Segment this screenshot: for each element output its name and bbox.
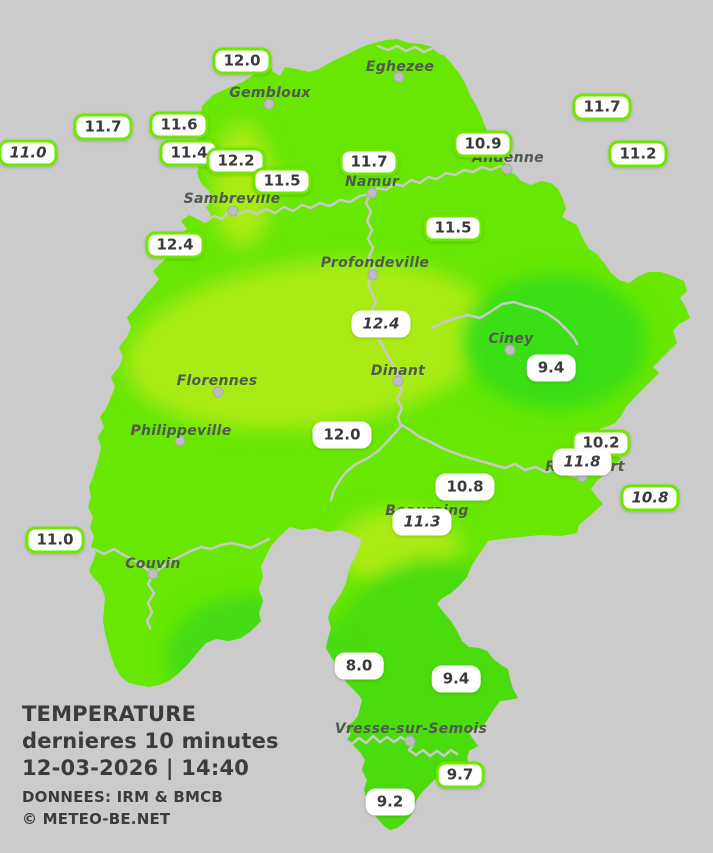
river-eau-noire bbox=[92, 537, 271, 576]
city-dot bbox=[504, 344, 516, 356]
city-dot bbox=[174, 435, 186, 447]
temperature-label: 12.4 bbox=[351, 310, 411, 338]
temperature-label: 11.7 bbox=[339, 148, 399, 176]
city-dot bbox=[501, 163, 513, 175]
city-dot bbox=[404, 735, 416, 747]
city-label: Dinant bbox=[370, 363, 426, 379]
temperature-label: 10.8 bbox=[435, 473, 495, 501]
river-semois bbox=[339, 724, 459, 758]
datetime-label: 12-03-2026 | 14:40 bbox=[22, 756, 250, 780]
temperature-label: 11.2 bbox=[608, 140, 668, 168]
temperature-label: 10.9 bbox=[453, 130, 513, 158]
river-couvin-south bbox=[145, 572, 156, 630]
temperature-label: 9.7 bbox=[435, 761, 485, 789]
temperature-label: 11.7 bbox=[572, 93, 632, 121]
city-label: Profondeville bbox=[320, 255, 430, 271]
subtitle: dernieres 10 minutes bbox=[22, 729, 279, 753]
copyright-label: © METEO-BE.NET bbox=[22, 810, 171, 828]
city-label: Ciney bbox=[488, 331, 534, 347]
temperature-label: 11.5 bbox=[252, 167, 312, 195]
temperature-label: 11.7 bbox=[73, 113, 133, 141]
temperature-label: 12.0 bbox=[312, 421, 372, 449]
river-bocq bbox=[430, 300, 579, 346]
temperature-label: 8.0 bbox=[334, 652, 384, 680]
city-dot bbox=[147, 568, 159, 580]
temperature-label: 9.4 bbox=[526, 354, 576, 382]
city-dots bbox=[147, 71, 588, 747]
city-dot bbox=[367, 269, 379, 281]
temperature-label: 10.8 bbox=[620, 484, 680, 512]
city-label: Gembloux bbox=[229, 85, 311, 101]
data-source-label: DONNEES: IRM & BMCB bbox=[22, 788, 224, 806]
city-dot bbox=[393, 71, 405, 83]
temperature-label: 11.0 bbox=[25, 526, 85, 554]
city-label: Florennes bbox=[176, 373, 258, 389]
city-label: Couvin bbox=[125, 556, 181, 572]
temperature-label: 11.5 bbox=[423, 214, 483, 242]
city-dot bbox=[366, 187, 378, 199]
city-label: Philippeville bbox=[130, 423, 232, 439]
city-dot bbox=[263, 98, 275, 110]
city-label: Vresse-sur-Semois bbox=[334, 721, 488, 737]
temperature-label: 9.2 bbox=[365, 788, 415, 816]
temperature-label: 11.3 bbox=[392, 508, 452, 536]
city-label: Namur bbox=[344, 174, 400, 190]
cool-zone-ciney bbox=[463, 274, 647, 410]
city-dot bbox=[392, 375, 404, 387]
temperature-label: 11.8 bbox=[552, 448, 612, 476]
city-dot bbox=[212, 386, 224, 398]
city-label: Eghezee bbox=[365, 59, 435, 75]
temperature-label: 9.4 bbox=[431, 665, 481, 693]
temperature-label: 12.4 bbox=[145, 231, 205, 259]
temperature-label: 12.0 bbox=[212, 47, 272, 75]
page-title: TEMPERATURE bbox=[22, 702, 197, 726]
river-meuse-south bbox=[329, 192, 404, 502]
temperature-label: 11.6 bbox=[149, 111, 209, 139]
city-label: Sambreville bbox=[183, 191, 281, 207]
title-block: TEMPERATURE dernieres 10 minutes 12-03-2… bbox=[22, 704, 279, 834]
temperature-label: 11.0 bbox=[0, 139, 58, 167]
city-dot bbox=[227, 205, 239, 217]
